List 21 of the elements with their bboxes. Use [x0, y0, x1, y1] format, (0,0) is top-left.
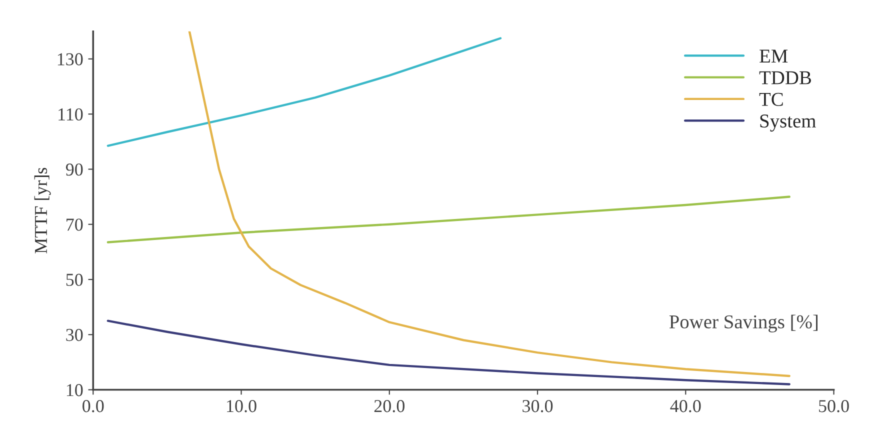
y-tick-label: 110	[58, 108, 83, 121]
legend-label: System	[760, 114, 816, 132]
x-tick-label: 50.0	[819, 400, 849, 412]
legend-label: TC	[759, 92, 783, 106]
line-series	[106, 196, 790, 244]
y-tick-label: 50	[66, 274, 83, 286]
x-tick-label: 10.0	[227, 400, 256, 412]
x-tick-label: 20.0	[374, 400, 405, 412]
x-tick-label: 0.0	[82, 400, 104, 412]
x-tick-label: 30.0	[522, 400, 553, 412]
y-axis-title: MTTF [yr]s	[34, 168, 51, 254]
y-tick-label: 10	[66, 384, 83, 396]
y-tick-label: 90	[66, 163, 83, 176]
x-axis-title: Power Savings [%]	[669, 314, 818, 332]
y-tick-label: 130	[58, 53, 83, 66]
legend-label: TDDB	[759, 71, 811, 84]
line-series	[106, 37, 502, 147]
y-tick-label: 30	[66, 328, 83, 342]
x-tick-label: 40.0	[670, 400, 701, 412]
y-tick-label: 70	[66, 218, 83, 231]
legend-label: EM	[760, 50, 788, 62]
